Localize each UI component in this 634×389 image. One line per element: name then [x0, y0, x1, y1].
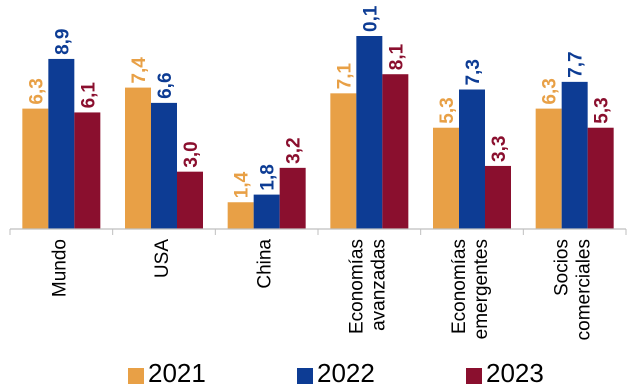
value-label-2021-3: 7,1 — [334, 62, 355, 89]
legend-item-2023: 2023 — [466, 358, 544, 388]
category-label-4-1: emergentes — [471, 239, 492, 339]
legend-item-2022: 2022 — [297, 358, 375, 388]
bar-2023-3 — [382, 74, 409, 229]
bar-2022-3 — [356, 36, 383, 229]
category-label-5-0: Socios — [552, 239, 573, 296]
legend-swatch-2023 — [466, 368, 482, 384]
value-label-2022-1: 6,6 — [155, 72, 176, 98]
bar-2021-2 — [227, 202, 254, 229]
legend-swatch-2021 — [128, 368, 144, 384]
category-label-0-0: Mundo — [49, 239, 70, 297]
legend-item-2021: 2021 — [128, 358, 206, 388]
value-label-2022-3: 0,1 — [360, 5, 381, 32]
bar-2023-2 — [279, 167, 306, 229]
value-label-2021-2: 1,4 — [232, 171, 253, 198]
value-label-2023-1: 3,0 — [181, 141, 202, 167]
legend-label-2023: 2023 — [486, 358, 544, 388]
value-label-2021-0: 6,3 — [26, 78, 47, 104]
bar-2023-5 — [587, 127, 614, 229]
value-label-2023-2: 3,2 — [284, 137, 305, 163]
bar-2021-1 — [125, 87, 151, 230]
bar-2023-1 — [177, 171, 203, 229]
legend-label-2022: 2022 — [317, 358, 375, 388]
category-label-4-0: Economías — [449, 239, 470, 334]
value-label-2022-0: 8,9 — [52, 29, 73, 55]
value-label-2023-5: 5,3 — [592, 97, 613, 123]
value-label-2023-0: 6,1 — [78, 82, 99, 109]
legend-label-2021: 2021 — [148, 358, 206, 388]
value-label-2023-3: 8,1 — [386, 43, 407, 70]
bar-2022-5 — [561, 81, 588, 229]
bar-2021-3 — [330, 93, 357, 230]
legend: 2021 2022 2023 — [0, 358, 634, 389]
category-label-3-0: Economías — [346, 239, 367, 334]
category-label-3-1: avanzadas — [368, 239, 389, 331]
value-label-2023-4: 3,3 — [489, 136, 510, 162]
bar-2023-0 — [74, 112, 101, 229]
bar-2022-4 — [459, 89, 485, 230]
bar-2022-1 — [151, 102, 177, 229]
category-label-1-0: USA — [152, 239, 173, 278]
bar-2021-0 — [22, 108, 49, 229]
value-label-2021-5: 6,3 — [540, 78, 561, 104]
value-label-2021-4: 5,3 — [437, 97, 458, 123]
bar-2022-2 — [253, 194, 280, 229]
legend-swatch-2022 — [297, 368, 313, 384]
value-label-2021-1: 7,4 — [129, 57, 150, 84]
category-label-5-1: comerciales — [574, 239, 595, 340]
category-label-2-0: China — [255, 239, 276, 289]
value-label-2022-2: 1,8 — [258, 164, 279, 190]
value-label-2022-5: 7,7 — [566, 51, 587, 77]
value-label-2022-4: 7,3 — [463, 59, 484, 85]
bar-2021-4 — [433, 127, 459, 229]
bar-chart: 6,3 8,9 6,1 Mundo 7,46,6 3,0 USA 1,4 1,83,2 China… — [9, 5, 627, 340]
bar-2023-4 — [485, 165, 511, 229]
bar-2022-0 — [48, 58, 75, 229]
bar-2021-5 — [535, 108, 562, 229]
